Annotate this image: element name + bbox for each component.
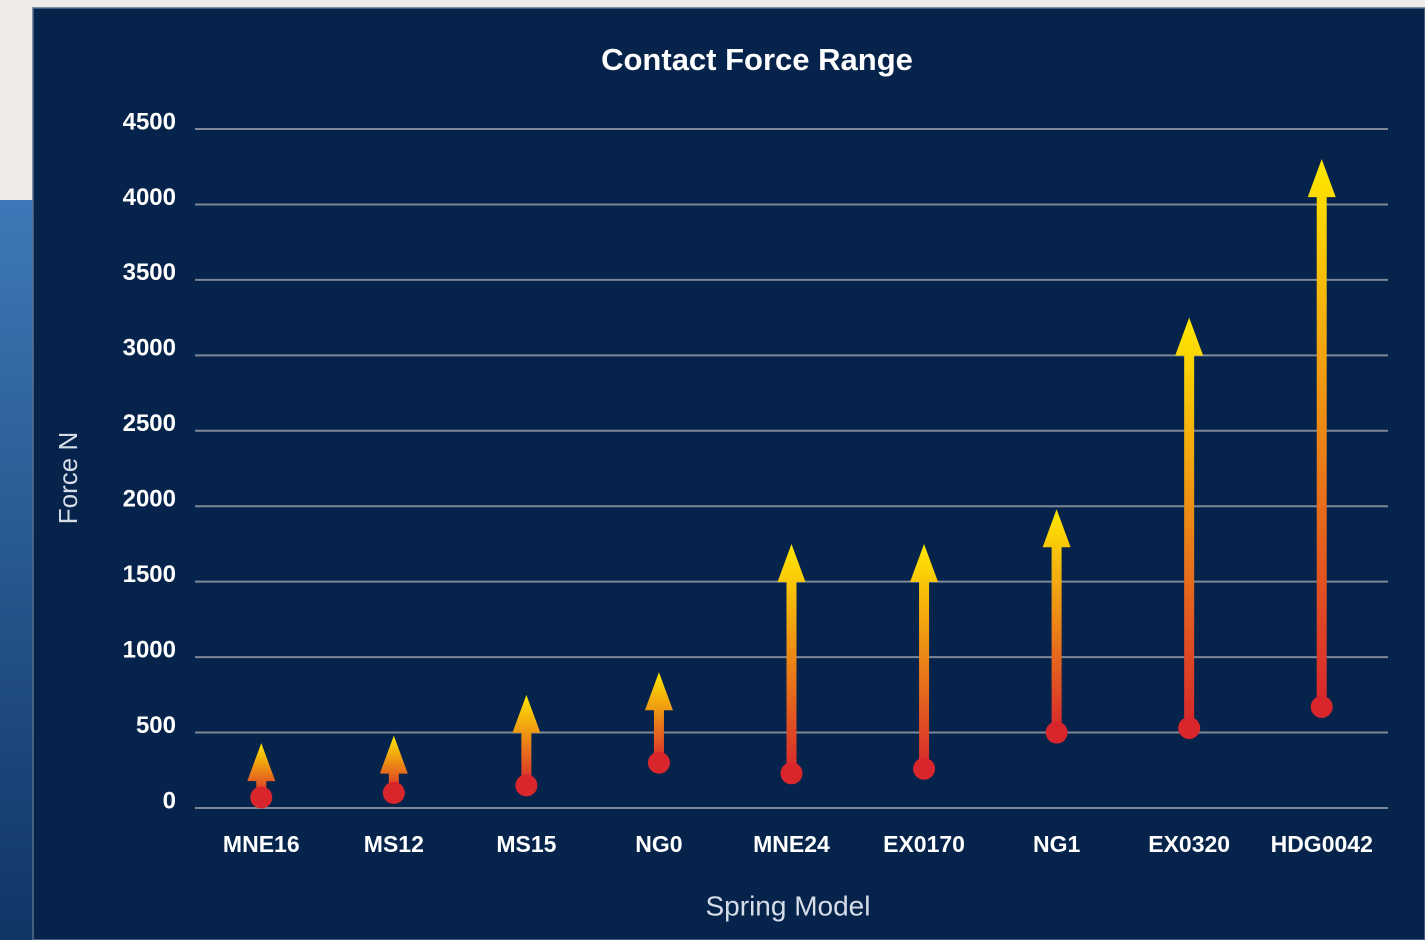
x-axis-label: Spring Model <box>706 890 871 921</box>
low-point <box>781 762 803 784</box>
x-tick-label: MNE16 <box>223 831 300 857</box>
y-tick-label: 2000 <box>123 486 176 513</box>
x-tick-label: NG0 <box>635 831 682 857</box>
low-point <box>383 782 405 804</box>
y-tick-label: 4500 <box>123 108 176 135</box>
low-point <box>1178 717 1200 739</box>
y-axis-label: Force N <box>53 432 83 524</box>
y-tick-label: 500 <box>136 712 176 739</box>
x-tick-label: NG1 <box>1033 831 1081 857</box>
x-tick-label: EX0170 <box>883 831 965 857</box>
low-point <box>913 758 935 780</box>
chart-panel <box>33 8 1425 940</box>
low-point <box>250 786 272 808</box>
x-tick-label: MS15 <box>496 831 556 857</box>
chart-title: Contact Force Range <box>601 42 913 77</box>
page: {"chart_data": {"type": "range-arrow", "… <box>0 0 1425 940</box>
y-tick-label: 1500 <box>123 561 176 588</box>
x-tick-label: MS12 <box>364 831 424 857</box>
low-point <box>515 774 537 796</box>
y-tick-label: 3000 <box>123 335 176 362</box>
x-tick-label: MNE24 <box>753 831 830 857</box>
y-tick-label: 3500 <box>123 259 176 286</box>
y-tick-label: 4000 <box>123 184 176 211</box>
low-point <box>648 752 670 774</box>
low-point <box>1046 722 1068 744</box>
low-point <box>1311 696 1333 718</box>
x-tick-label: HDG0042 <box>1271 831 1373 857</box>
y-tick-label: 2500 <box>123 410 176 437</box>
y-tick-label: 1000 <box>123 636 176 663</box>
x-tick-label: EX0320 <box>1148 831 1230 857</box>
chart: Contact Force Range Spring Model Force N… <box>0 0 1425 940</box>
y-tick-label: 0 <box>163 787 176 814</box>
